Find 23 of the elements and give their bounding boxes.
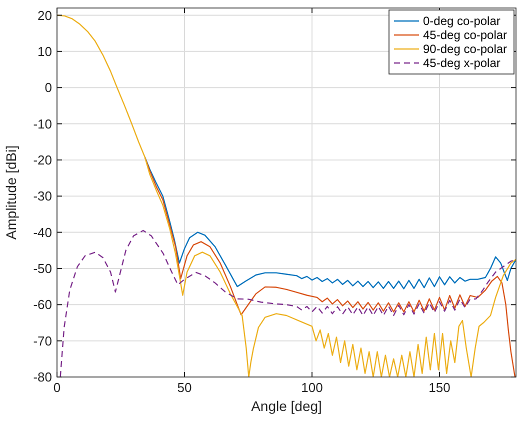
legend-label: 45-deg x-polar — [423, 56, 500, 70]
x-tick-label: 150 — [428, 380, 450, 395]
legend-label: 45-deg co-polar — [423, 28, 508, 42]
x-tick-label: 50 — [177, 380, 192, 395]
y-tick-label: -30 — [33, 188, 52, 204]
line-series — [144, 156, 516, 377]
x-axis-title: Angle [deg] — [251, 398, 322, 414]
y-tick-label: -20 — [33, 152, 52, 168]
y-tick-label: -10 — [33, 116, 52, 132]
y-tick-label: -60 — [33, 297, 52, 312]
x-tick-label: 100 — [301, 380, 323, 395]
y-tick-label: 10 — [38, 44, 52, 59]
y-axis-title: Amplitude [dBi] — [3, 145, 19, 240]
y-tick-label: -50 — [33, 261, 52, 276]
y-tick-label: 20 — [38, 8, 52, 23]
line-series — [60, 230, 516, 377]
line-series — [144, 156, 516, 290]
y-tick-label: -40 — [33, 224, 52, 240]
y-tick-label: 0 — [44, 80, 52, 96]
y-tick-label: -80 — [33, 370, 52, 385]
legend-label: 90-deg co-polar — [423, 42, 508, 56]
y-tick-label: -70 — [33, 333, 52, 348]
legend-label: 0-deg co-polar — [423, 14, 500, 28]
